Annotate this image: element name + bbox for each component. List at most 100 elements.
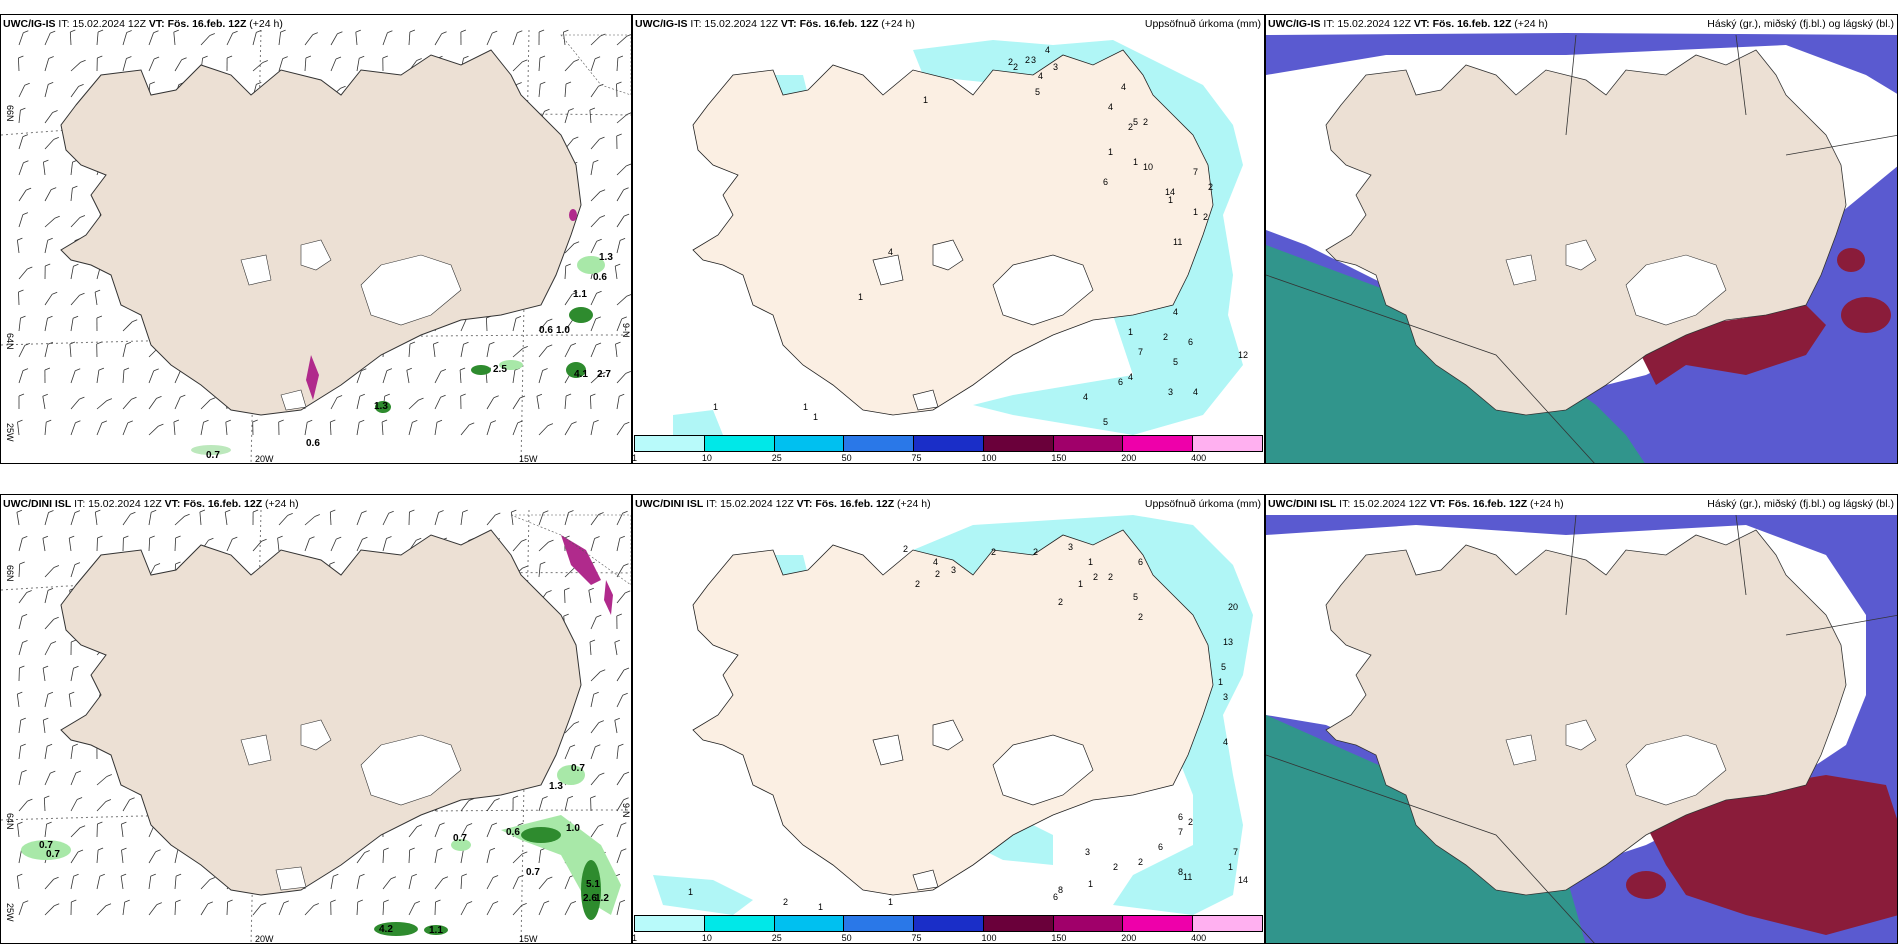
wind-barb	[278, 515, 288, 526]
wind-barb	[174, 901, 176, 916]
wind-barb-flag	[521, 538, 527, 542]
hatched-area	[560, 34, 631, 96]
legend-swatch	[1123, 436, 1194, 451]
svg-text:1.0: 1.0	[566, 823, 580, 834]
wind-barb-flag	[381, 419, 388, 423]
wind-barb	[18, 720, 22, 734]
wind-barb	[18, 268, 28, 280]
wind-barb-flag	[22, 368, 29, 371]
wind-barb	[616, 565, 624, 578]
svg-text:25W: 25W	[5, 903, 15, 922]
precip-value-label: 2	[915, 579, 920, 589]
wind-barb-flag	[17, 237, 23, 241]
wind-barb-flag	[441, 31, 447, 35]
wind-barb-flag	[387, 30, 393, 34]
wind-barb-flag	[129, 797, 135, 801]
wind-barb-flag	[50, 770, 56, 774]
wind-barb-flag	[599, 772, 605, 776]
wind-barb	[590, 162, 594, 176]
wind-barb-flag	[17, 873, 23, 877]
wind-barb-flag	[388, 510, 394, 514]
svg-text:9-N: 9-N	[621, 803, 631, 818]
wind-barb-flag	[313, 903, 319, 906]
wind-barb-flag	[94, 289, 101, 293]
wind-barb	[70, 772, 77, 786]
wind-barb-flag	[126, 56, 132, 59]
wind-barb-flag	[96, 315, 103, 319]
precip-panel-row1: UWC/IG-IS IT: 15.02.2024 12Z VT: Fös. 16…	[632, 14, 1265, 464]
svg-text:0.7: 0.7	[453, 833, 467, 844]
wind-barb-flag	[518, 822, 524, 826]
wind-barb	[616, 773, 625, 786]
wind-barb-flag	[71, 639, 77, 643]
iceland-landmass	[60, 529, 582, 896]
wind-barb	[355, 32, 358, 46]
wind-barb-flag	[336, 536, 342, 540]
wind-barb	[173, 421, 176, 436]
precip-value-label: 4	[1173, 307, 1178, 317]
wind-barb	[408, 399, 419, 410]
wind-barb-flag	[23, 900, 29, 904]
wind-barb-flag	[72, 743, 78, 747]
precip-value-label: 7	[1233, 847, 1238, 857]
wind-barb-flag	[517, 420, 523, 424]
wind-barb-flag	[125, 341, 132, 345]
wind-barb-flag	[53, 137, 59, 140]
wind-barb	[225, 422, 228, 436]
wind-barb-flag	[69, 535, 75, 539]
precip-value-label: 2	[1025, 55, 1030, 65]
wind-barb-flag	[225, 509, 231, 513]
wind-barb	[614, 266, 618, 280]
wind-barb	[590, 217, 601, 228]
wind-barb	[486, 344, 490, 358]
wind-barb	[616, 165, 627, 176]
wind-barb	[44, 879, 54, 890]
wind-barb	[43, 162, 46, 176]
svg-text:20W: 20W	[255, 454, 274, 464]
wind-barb	[18, 592, 28, 604]
wind-barb	[330, 397, 338, 410]
wind-barb	[44, 112, 53, 124]
wind-barb-flag	[155, 849, 161, 853]
legend-tick: 1	[632, 933, 638, 943]
wind-barb-flag	[340, 85, 346, 89]
legend-swatch	[1123, 916, 1194, 931]
wind-barb	[356, 58, 360, 72]
wind-barb-flag	[232, 30, 238, 34]
wind-barb	[382, 370, 388, 384]
wind-barb	[94, 512, 98, 526]
wind-barb	[96, 400, 108, 410]
wind-barb	[70, 162, 73, 176]
wind-barb-flag	[22, 134, 29, 137]
wind-barb-flag	[307, 419, 313, 423]
wind-barb-flag	[593, 691, 599, 695]
wind-barb-flag	[46, 821, 52, 825]
wind-barb-flag	[572, 291, 578, 295]
legend-swatch	[1053, 436, 1124, 451]
wind-barb	[148, 876, 152, 890]
legend-tick: 200	[1121, 453, 1137, 463]
wind-barb-flag	[409, 29, 416, 33]
wind-barb-flag	[621, 316, 627, 320]
precip-value-label: 2	[991, 547, 996, 557]
wind-barb	[460, 318, 467, 332]
wind-barb-flag	[43, 717, 49, 721]
wind-barb-flag	[105, 799, 112, 802]
wind-barb-flag	[123, 367, 130, 371]
wind-barb	[44, 772, 51, 786]
wind-barb	[356, 852, 366, 864]
svg-text:25W: 25W	[5, 423, 15, 442]
wind-barb-flag	[53, 876, 59, 880]
wind-barb	[590, 191, 601, 202]
wind-barb	[174, 850, 179, 864]
wind-barb-flag	[522, 346, 528, 349]
wind-barb	[44, 422, 47, 436]
wind-barb	[18, 162, 24, 176]
precip-value-label: 2	[1013, 62, 1018, 72]
svg-text:1.2: 1.2	[595, 893, 609, 904]
wind-barb-flag	[153, 56, 160, 60]
precip-value-label: 1	[1128, 327, 1133, 337]
wind-barb	[70, 564, 76, 578]
wind-barb	[148, 425, 159, 436]
wind-barb	[18, 370, 24, 384]
